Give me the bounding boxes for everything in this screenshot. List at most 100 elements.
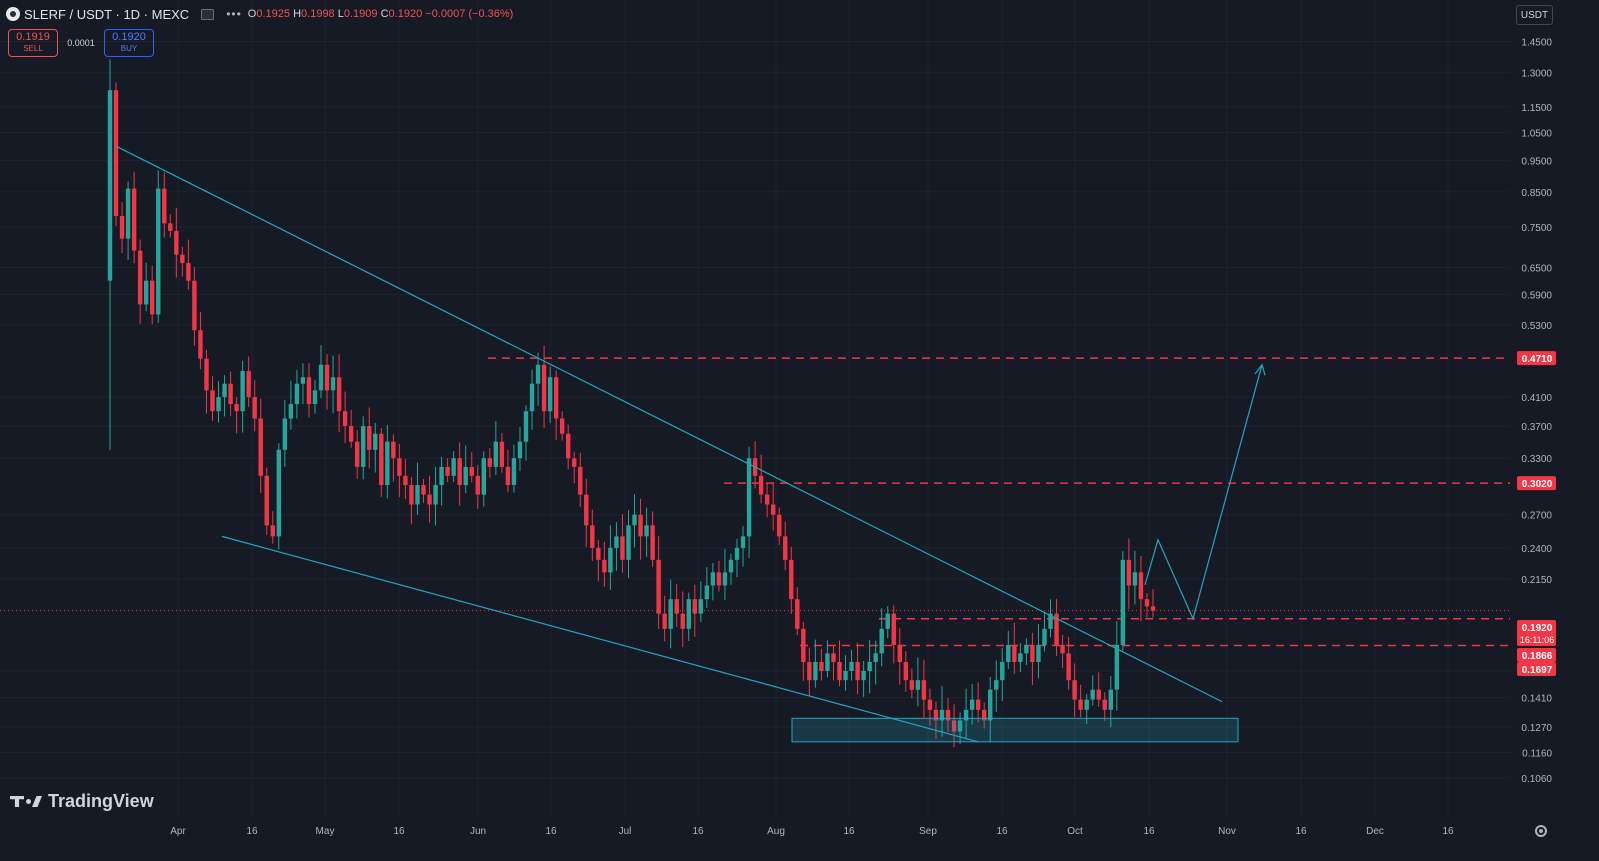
candle-body: [168, 223, 173, 231]
candle-body: [1144, 599, 1150, 607]
candle-body: [481, 458, 486, 495]
candle-body: [270, 525, 275, 537]
candle-body: [1096, 689, 1101, 700]
candle-body: [746, 458, 752, 537]
time-tick-label: Nov: [1218, 826, 1236, 837]
time-tick-label: Aug: [767, 826, 785, 837]
candle-body: [789, 559, 794, 600]
buy-button[interactable]: 0.1920 BUY: [104, 29, 154, 57]
candle-body: [764, 494, 770, 505]
price-tick-label: 0.1270: [1521, 723, 1552, 734]
time-tick-label: Apr: [170, 826, 186, 837]
price-level-tag: [1517, 351, 1556, 366]
candle-body: [1090, 689, 1095, 700]
candle-body: [252, 397, 257, 419]
candle-body: [590, 525, 595, 548]
time-axis[interactable]: Apr 16 May 16 Jun 16 Jul 16 Aug 16 Sep 16 Oct 16 Nov 16…: [170, 826, 1454, 837]
candle-body: [192, 280, 197, 331]
price-tick-label: 0.9500: [1521, 157, 1552, 168]
candle-body: [807, 662, 812, 681]
candle-body: [445, 466, 450, 476]
candle-body: [578, 466, 583, 495]
candle-body: [451, 458, 456, 476]
more-options-icon[interactable]: •••: [226, 7, 242, 21]
time-tick-label: 16: [1143, 826, 1155, 837]
candle-body: [505, 466, 511, 486]
candle-body: [885, 613, 890, 629]
candle-body: [1036, 644, 1041, 663]
settings-gear-icon[interactable]: [1535, 825, 1547, 837]
candle-body: [770, 504, 776, 515]
price-tick-label: 0.8500: [1521, 188, 1552, 199]
currency-selector[interactable]: USDT: [1516, 5, 1553, 25]
candle-body: [354, 441, 360, 467]
candle-body: [1054, 613, 1059, 645]
candle-body: [457, 458, 462, 486]
price-tick-label: 0.1410: [1521, 694, 1552, 705]
symbol-title[interactable]: SLERF / USDT · 1D · MEXC: [24, 6, 190, 22]
time-tick-label: Dec: [1366, 826, 1384, 837]
candle-body: [674, 599, 679, 614]
candle-body: [336, 377, 342, 412]
current-price-tag: [1517, 620, 1556, 646]
candle-body: [415, 485, 420, 505]
candle-body: [1126, 559, 1132, 586]
candle-body: [602, 559, 607, 573]
spread-value: 0.0001: [67, 38, 95, 48]
candle-body: [614, 536, 619, 548]
candle-body: [813, 662, 818, 681]
price-tick-label: 0.2150: [1521, 575, 1552, 586]
time-tick-label: 16: [393, 826, 405, 837]
candle-body: [156, 188, 161, 315]
candle-body: [427, 494, 432, 505]
countdown-tag-label: 16:11:06: [1520, 635, 1554, 645]
candle-body: [1102, 699, 1107, 710]
candle-body: [722, 572, 728, 586]
candle-body: [704, 585, 710, 600]
candle-body: [143, 280, 149, 305]
candle-body: [777, 514, 782, 537]
candle-body: [487, 458, 493, 467]
candle-body: [819, 662, 824, 671]
price-tick-label: 0.4100: [1521, 393, 1552, 404]
candle-body: [620, 536, 625, 560]
price-tick-label: 0.6500: [1521, 263, 1552, 274]
candle-body: [529, 383, 535, 412]
sell-button[interactable]: 0.1919 SELL: [8, 29, 58, 57]
candle-body: [668, 599, 673, 629]
candle-body: [1006, 644, 1011, 663]
price-level-tag-label: 0.1697: [1522, 665, 1553, 676]
candle-body: [294, 383, 300, 405]
candle-body: [728, 559, 734, 573]
price-tick-label: 0.3700: [1521, 422, 1552, 433]
candle-body: [680, 613, 685, 629]
candle-body: [758, 475, 764, 495]
candle-body: [125, 188, 131, 239]
candle-body: [113, 90, 119, 217]
ohlc-values: O0.1925 H0.1998 L0.1909 C0.1920 −0.0007 …: [247, 8, 514, 20]
price-level-tag-label: 0.4710: [1522, 354, 1553, 365]
candle-body: [499, 441, 505, 467]
chart-header: SLERF / USDT · 1D · MEXC ••• O0.1925 H0.…: [6, 4, 513, 24]
candle-body: [933, 709, 939, 721]
candle-body: [795, 599, 800, 629]
candle-body: [276, 449, 282, 537]
candle-body: [469, 466, 474, 476]
visibility-icon[interactable]: [201, 8, 215, 20]
candle-body: [1066, 653, 1071, 681]
candle-body: [1000, 662, 1005, 681]
candle-body: [234, 404, 239, 412]
candle-body: [1138, 572, 1144, 600]
tradingview-logo-icon: [10, 796, 42, 807]
symbol-logo-icon: [6, 7, 20, 21]
candle-body: [608, 547, 613, 573]
candle-body: [1114, 644, 1120, 690]
candle-body: [559, 418, 565, 434]
candle-body: [903, 662, 909, 681]
candle-body: [963, 709, 969, 721]
candle-body: [264, 475, 269, 526]
tradingview-logo: TradingView: [10, 791, 154, 812]
candle-body: [523, 411, 529, 442]
